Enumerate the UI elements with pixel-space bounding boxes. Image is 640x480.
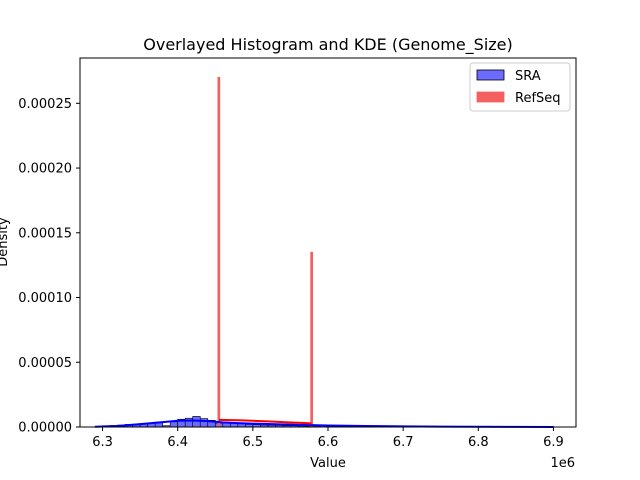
y-tick-label: 0.00025 bbox=[18, 97, 72, 112]
y-tick-label: 0.00005 bbox=[18, 356, 72, 371]
legend-swatch-sra bbox=[476, 69, 505, 81]
y-tick-label: 0.00015 bbox=[18, 226, 72, 241]
x-tick-label: 6.5 bbox=[243, 435, 264, 450]
legend: SRA RefSeq bbox=[469, 62, 571, 112]
x-axis: 6.3 6.4 6.5 6.6 6.7 6.8 6.9 bbox=[92, 427, 564, 450]
x-tick-label: 6.6 bbox=[318, 435, 339, 450]
y-axis: 0.00000 0.00005 0.00010 0.00015 0.00020 0.000… bbox=[18, 97, 80, 436]
refseq-bar bbox=[310, 251, 314, 428]
legend-swatch-refseq bbox=[476, 91, 505, 103]
x-tick-label: 6.9 bbox=[543, 435, 564, 450]
sra-bar bbox=[222, 422, 231, 428]
legend-label-refseq: RefSeq bbox=[515, 91, 561, 106]
x-axis-label: Value bbox=[310, 456, 346, 471]
y-tick-label: 0.00020 bbox=[18, 162, 72, 177]
x-tick-label: 6.4 bbox=[167, 435, 188, 450]
refseq-kde-line bbox=[219, 418, 312, 425]
sra-bar bbox=[184, 417, 194, 428]
refseq-bar bbox=[217, 77, 221, 428]
chart-title: Overlayed Histogram and KDE (Genome_Size… bbox=[143, 35, 513, 55]
legend-label-sra: SRA bbox=[515, 69, 541, 84]
y-tick-label: 0.00000 bbox=[18, 421, 72, 436]
y-tick-label: 0.00010 bbox=[18, 291, 72, 306]
x-tick-label: 6.3 bbox=[92, 435, 113, 450]
sra-bar bbox=[199, 418, 209, 428]
x-tick-label: 6.8 bbox=[468, 435, 489, 450]
x-tick-label: 6.7 bbox=[393, 435, 414, 450]
sra-bar bbox=[169, 421, 178, 428]
x-offset-label: 1e6 bbox=[550, 456, 575, 471]
y-axis-label: Density bbox=[0, 217, 11, 267]
